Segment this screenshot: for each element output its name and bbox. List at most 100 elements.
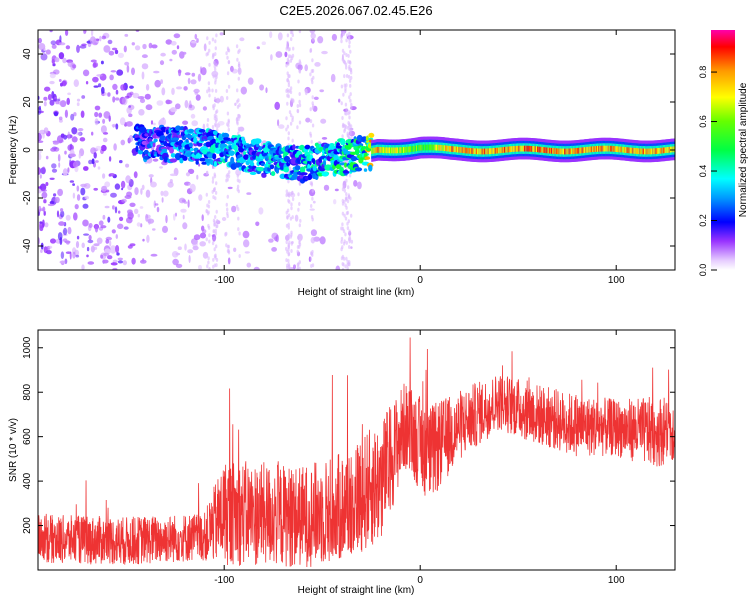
spectral-speckle: [342, 184, 345, 189]
spectral-speckle: [100, 60, 104, 65]
spectral-speckle: [291, 115, 294, 120]
spectral-speckle: [126, 217, 133, 224]
spectrogram-axes: -100 0 100 -40 -20 0 20 40: [22, 30, 675, 286]
spectral-speckle: [88, 234, 92, 241]
y-tick-label: 0: [22, 147, 33, 153]
ridge-blob: [138, 126, 147, 133]
spectral-speckle: [335, 265, 341, 270]
ridge-band: [504, 146, 507, 153]
spectral-speckle: [67, 167, 70, 173]
spectral-speckle: [191, 120, 198, 127]
ridge-band: [511, 146, 514, 152]
ridge-band: [666, 147, 669, 153]
spectral-speckle: [226, 71, 230, 76]
ridge-band: [457, 146, 460, 153]
spectral-speckle: [348, 40, 351, 45]
spectral-speckle: [205, 171, 209, 176]
spectral-speckle: [256, 46, 260, 50]
ridge-blob: [312, 165, 317, 172]
ridge-band: [624, 147, 627, 153]
spectral-speckle: [216, 127, 219, 132]
ridge-band: [575, 148, 578, 154]
ridge-band: [535, 146, 538, 153]
ridge-band: [513, 146, 516, 152]
ridge-blob: [163, 156, 168, 163]
spectral-speckle: [173, 237, 177, 241]
ridge-blob: [188, 142, 193, 148]
spectral-speckle: [60, 133, 65, 138]
ridge-band: [552, 148, 555, 154]
spectral-speckle: [226, 96, 229, 100]
ridge-band: [492, 148, 495, 154]
ridge-band: [551, 147, 554, 154]
spectral-speckle: [235, 117, 239, 122]
ridge-band: [659, 147, 662, 154]
spectral-speckle: [346, 199, 350, 204]
spectral-speckle: [345, 74, 349, 78]
spectral-speckle: [313, 96, 319, 101]
ridge-band: [639, 148, 642, 155]
spectral-speckle: [115, 97, 120, 101]
spectral-speckle: [291, 215, 294, 220]
ridge-band: [394, 147, 397, 154]
ridge-blob: [318, 167, 326, 172]
spectral-speckle: [153, 122, 156, 126]
spectral-speckle: [212, 187, 216, 192]
spectral-speckle: [345, 205, 348, 210]
ridge-band: [626, 147, 629, 153]
spectral-speckle: [76, 98, 81, 102]
spectral-speckle: [45, 155, 49, 160]
spectral-speckle: [346, 221, 349, 226]
ridge-blob: [322, 159, 327, 167]
spectral-speckle: [348, 229, 351, 234]
spectral-speckle: [121, 187, 124, 191]
spectral-speckle: [242, 230, 250, 239]
spectral-speckle: [128, 135, 134, 142]
spectral-speckle: [139, 206, 144, 209]
spectral-speckle: [57, 154, 61, 162]
spectral-speckle: [146, 234, 150, 243]
spectral-speckle: [233, 247, 237, 252]
spectral-speckle: [215, 109, 219, 114]
spectral-speckle: [304, 88, 308, 96]
spectral-speckle: [345, 178, 348, 183]
ridge-blob: [350, 155, 358, 162]
spectral-speckle: [117, 260, 123, 264]
spectral-speckle: [58, 162, 61, 168]
spectral-speckle: [341, 245, 344, 250]
ridge-band: [401, 147, 404, 153]
spectral-speckle: [286, 43, 289, 48]
spectral-speckle: [311, 263, 315, 268]
spectral-speckle: [212, 104, 215, 109]
spectral-speckle: [87, 261, 95, 265]
spectral-speckle: [80, 110, 85, 118]
ridge-band: [572, 148, 575, 155]
ridge-band: [499, 147, 502, 154]
ridge-band: [555, 148, 558, 155]
spectral-speckle: [270, 54, 273, 61]
spectral-speckle: [214, 119, 218, 124]
ridge-blob: [169, 158, 177, 163]
colorbar-label: Normalized spectral amplitude: [738, 82, 749, 217]
spectral-speckle: [59, 35, 62, 43]
ridge-band: [414, 145, 417, 152]
spectral-speckle: [160, 52, 166, 57]
spectral-speckle: [44, 86, 51, 92]
snr-axes: -100 0 100 200 400 600 800 1000: [22, 330, 675, 586]
spectral-speckle: [208, 233, 211, 238]
ridge-blob: [260, 162, 265, 167]
spectrogram-y-label: Frequency (Hz): [8, 116, 19, 185]
ridge-band: [494, 147, 497, 154]
ridge-band: [645, 148, 648, 155]
spectral-speckle: [294, 214, 299, 222]
ridge-blob: [226, 141, 233, 145]
spectral-speckle: [119, 117, 126, 126]
spectral-speckle: [211, 125, 215, 129]
spectral-speckle: [236, 88, 239, 93]
ridge-blob: [348, 142, 352, 148]
spectral-speckle: [298, 223, 301, 228]
ridge-band: [384, 147, 387, 154]
spectral-speckle: [189, 104, 193, 109]
ridge-band: [548, 147, 551, 154]
spectral-speckle: [110, 192, 117, 198]
